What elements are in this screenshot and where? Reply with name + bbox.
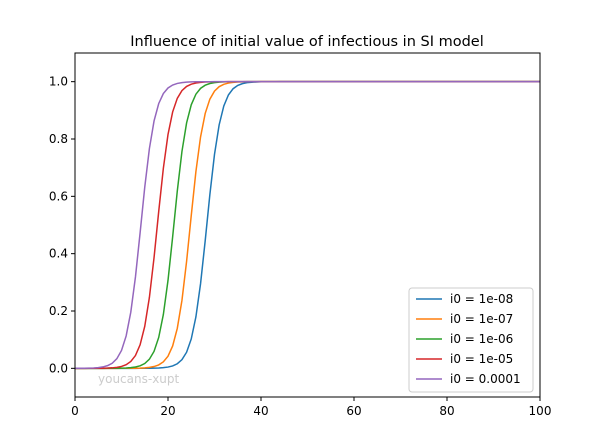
legend-label: i0 = 1e-07 [450,312,513,326]
y-tick-label: 0.6 [49,189,68,203]
corner-watermark: 知乎 @youcans [472,410,584,428]
watermark-text: youcans-xupt [98,372,180,386]
x-tick-label: 80 [439,404,454,418]
x-tick-label: 20 [160,404,175,418]
plot-frame [74,52,541,398]
series-layer [74,80,540,370]
x-axis: 0 20 40 60 80 100 [71,397,551,418]
chart-title: Influence of initial value of infectious… [130,34,484,50]
legend-label: i0 = 1e-05 [450,352,513,366]
y-tick-label: 0.8 [49,132,68,146]
y-tick-label: 0.2 [49,304,68,318]
legend: i0 = 1e-08 i0 = 1e-07 i0 = 1e-06 i0 = 1e-05… [408,287,534,393]
legend-box [408,287,534,393]
series-line-5 [74,80,540,370]
legend-label: i0 = 1e-08 [450,292,513,306]
y-tick-label: 0.0 [49,361,68,375]
legend-label: i0 = 0.0001 [450,372,521,386]
y-tick-label: 0.4 [49,247,68,261]
x-tick-label: 60 [346,404,361,418]
x-tick-label: 40 [253,404,268,418]
y-axis: 0.0 0.2 0.4 0.6 0.8 1.0 [49,75,75,375]
x-tick-label: 0 [71,404,79,418]
legend-label: i0 = 1e-06 [450,332,513,346]
y-tick-label: 1.0 [49,75,68,89]
x-tick-label: 100 [529,404,552,418]
